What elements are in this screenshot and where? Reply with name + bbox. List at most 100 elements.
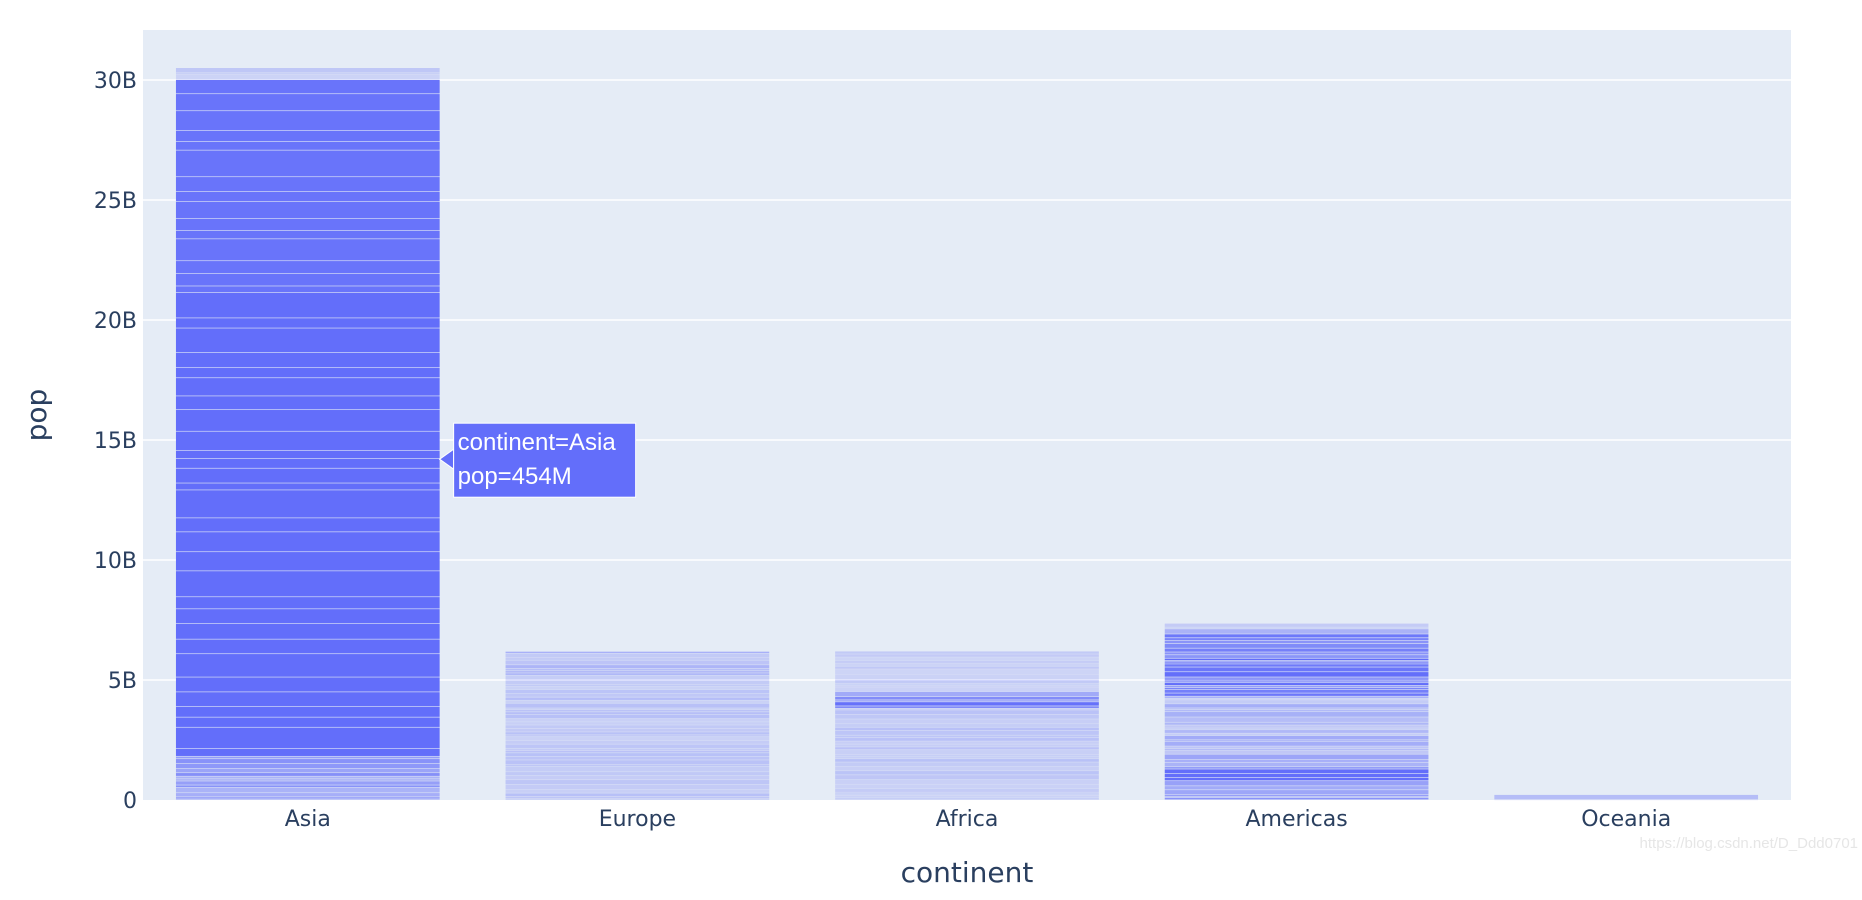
bar-segment	[175, 490, 440, 518]
bar-segment	[1164, 786, 1429, 790]
bar-segment	[1164, 688, 1429, 689]
bar-segment	[175, 74, 440, 80]
bar-segment	[505, 744, 770, 748]
bar-segment	[1164, 766, 1429, 769]
tooltip-box	[453, 422, 637, 498]
bar-segment	[835, 747, 1099, 750]
bar-segment	[835, 663, 1099, 666]
x-tick-label: Americas	[1245, 807, 1347, 832]
bar-segment	[175, 793, 440, 797]
bar-segment	[505, 790, 770, 793]
bar-segment	[1164, 664, 1429, 667]
bar-segment	[505, 766, 770, 772]
x-tick-label: Asia	[285, 807, 331, 832]
bar-segment	[1164, 700, 1429, 704]
tooltip-line-1: continent=Asia	[458, 429, 617, 456]
bar-africa-stack	[835, 651, 1099, 800]
bar-oceania	[1494, 794, 1759, 801]
bar-segment	[175, 458, 440, 468]
bar-segment	[175, 410, 440, 431]
bar-segment	[505, 728, 770, 732]
bar-segment	[1164, 794, 1429, 796]
bar-segment	[505, 712, 770, 715]
bar-segment	[505, 737, 770, 741]
bar-segment	[175, 639, 440, 654]
bar-segment	[1164, 781, 1429, 786]
bar-segment	[1164, 746, 1429, 749]
bar-segment	[505, 715, 770, 719]
bar-segment	[1164, 689, 1429, 693]
bar-segment	[175, 692, 440, 707]
bar-segment	[175, 73, 440, 75]
bar-oceania-stack	[1494, 794, 1759, 800]
x-tick-label: Europe	[599, 807, 676, 832]
bar-segment	[175, 706, 440, 717]
bar-segment	[835, 789, 1099, 792]
bar-segment	[835, 687, 1099, 692]
bar-segment	[835, 794, 1099, 796]
bar-segment	[1164, 627, 1429, 629]
bar-segment	[835, 762, 1099, 767]
bar-segment	[835, 798, 1099, 800]
bar-segment	[175, 756, 440, 759]
bar-segment	[175, 273, 440, 286]
bar-segment	[1164, 623, 1429, 627]
bar-segment	[1164, 717, 1429, 722]
bar-segment	[1164, 685, 1429, 688]
bar-segment	[1164, 725, 1429, 728]
bar-segment	[835, 714, 1099, 719]
bar-segment	[1164, 643, 1429, 648]
bar-segment	[175, 623, 440, 639]
y-tick-label: 0	[123, 789, 137, 814]
y-tick-label: 30B	[94, 69, 137, 94]
tooltip-line-2: pop=454M	[458, 463, 572, 490]
bar-segment	[1164, 652, 1429, 655]
bar-segment	[505, 660, 770, 665]
bar-segment	[175, 230, 440, 239]
bar-segment	[835, 661, 1099, 663]
bar-segment	[835, 696, 1099, 700]
bar-segment	[175, 787, 440, 793]
bar-segment	[175, 781, 440, 785]
bar-segment	[175, 609, 440, 624]
bar-segment	[505, 750, 770, 753]
bar-segment	[175, 773, 440, 776]
bar-segment	[175, 141, 440, 150]
bar-segment	[175, 763, 440, 769]
bar-segment	[175, 218, 440, 231]
bar-segment	[175, 571, 440, 597]
bar-segment	[835, 775, 1099, 780]
bar-segment	[505, 765, 770, 767]
bar-segment	[175, 779, 440, 781]
bar-segment	[835, 792, 1099, 794]
bar-segment	[175, 654, 440, 677]
bar-segment	[835, 666, 1099, 669]
y-tick-label: 5B	[108, 669, 137, 694]
bar-segment	[835, 685, 1099, 687]
bar-segment	[1164, 677, 1429, 681]
bar-segment	[505, 700, 770, 703]
bar-segment	[1164, 655, 1429, 658]
bar-segment	[1494, 794, 1759, 800]
bar-segment	[1164, 709, 1429, 712]
bar-segment	[1164, 658, 1429, 661]
bar-segment	[505, 697, 770, 700]
bar-segment	[175, 518, 440, 532]
bar-segment	[1164, 638, 1429, 641]
bar-segment	[505, 793, 770, 796]
bar-europe-stack	[505, 651, 770, 800]
bar-segment	[505, 658, 770, 660]
bar-segment	[175, 177, 440, 192]
bars	[175, 68, 1759, 801]
bar-segment	[505, 694, 770, 697]
bar-segment	[1164, 722, 1429, 725]
bar-segment	[1164, 629, 1429, 634]
bar-segment	[505, 709, 770, 712]
bar-segment	[1164, 796, 1429, 798]
bar-segment	[1164, 634, 1429, 638]
bar-segment	[175, 785, 440, 788]
x-axis-title: continent	[901, 856, 1034, 889]
bar-segment	[835, 691, 1099, 697]
bar-segment	[505, 725, 770, 729]
